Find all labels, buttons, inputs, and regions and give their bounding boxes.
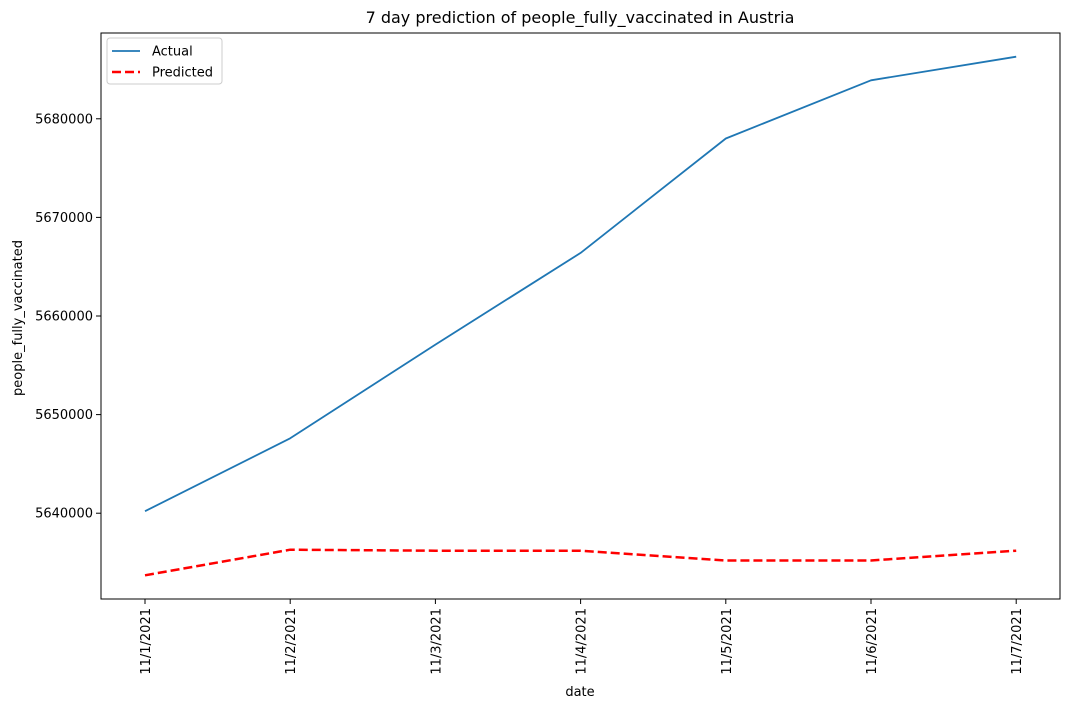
y-axis: 5640000 5650000 5660000 5670000 5680000 — [35, 112, 101, 522]
plot-frame — [100, 32, 1061, 600]
legend-label-actual: Actual — [152, 45, 193, 60]
x-tick-label: 11/1/2021 — [139, 608, 154, 675]
x-tick-label: 11/5/2021 — [720, 608, 735, 675]
plot-area — [100, 32, 1061, 600]
chart-legend: Actual Predicted — [106, 37, 223, 85]
y-tick-label: 5660000 — [35, 310, 93, 325]
series-line-actual — [144, 55, 1017, 513]
chart-title: 7 day prediction of people_fully_vaccina… — [366, 8, 795, 28]
x-axis: 11/1/2021 11/2/2021 11/3/2021 11/4/2021 11/5… — [139, 599, 1025, 675]
y-tick-label: 5640000 — [35, 507, 93, 522]
x-axis-label: date — [565, 685, 594, 700]
series-line-predicted — [144, 548, 1017, 577]
y-tick-label: 5650000 — [35, 408, 93, 423]
legend-box — [106, 37, 223, 85]
x-tick-label: 11/2/2021 — [284, 608, 299, 675]
y-tick-label: 5680000 — [35, 112, 93, 127]
x-tick-label: 11/3/2021 — [429, 608, 444, 675]
legend-label-predicted: Predicted — [152, 66, 213, 81]
x-tick-label: 11/6/2021 — [865, 608, 880, 675]
y-tick-label: 5670000 — [35, 211, 93, 226]
y-axis-label: people_fully_vaccinated — [11, 240, 26, 396]
x-tick-label: 11/7/2021 — [1010, 608, 1025, 675]
x-tick-label: 11/4/2021 — [575, 608, 590, 675]
